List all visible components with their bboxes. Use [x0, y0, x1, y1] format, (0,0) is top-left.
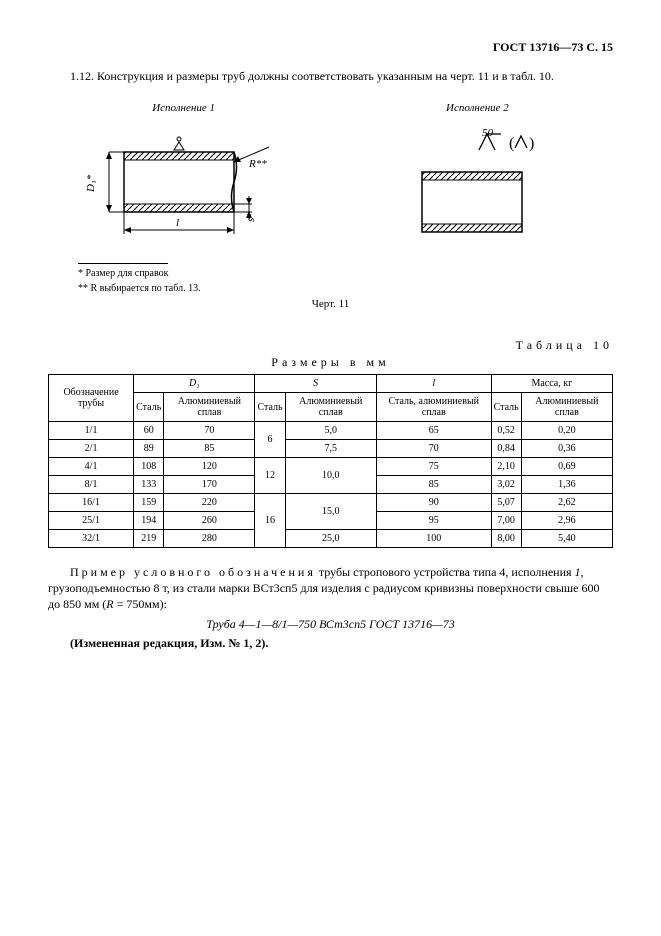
col-s: S [255, 375, 376, 393]
example-designation: Труба 4—1—8/1—750 ВСт3сп5 ГОСТ 13716—73 [48, 617, 613, 632]
figure-1-label: Исполнение 1 [152, 102, 215, 114]
finish-paren-close: ) [529, 135, 534, 152]
col-l: l [376, 375, 491, 393]
dim-d1-label: D₁* [85, 174, 97, 193]
table-row: 32/1219280 25,01008,005,40 [49, 530, 613, 548]
figure-1: Исполнение 1 R* [48, 102, 319, 257]
example-lead: Пример условного обозначения [70, 565, 316, 579]
amendment-note: (Измененная редакция, Изм. № 1, 2). [48, 636, 613, 651]
dim-r-label: R** [248, 158, 267, 170]
table-row: 2/18985 7,5700,840,36 [49, 440, 613, 458]
figure-caption: Черт. 11 [48, 298, 613, 310]
footnote-2: ** R выбирается по табл. 13. [78, 283, 613, 294]
finish-value: 50 [482, 127, 494, 139]
col-d1-steel: Сталь [134, 393, 164, 422]
dim-l-label: l [176, 217, 179, 229]
intro-paragraph: 1.12. Конструкция и размеры труб должны … [48, 69, 613, 84]
col-code: Обозначение трубы [49, 375, 134, 422]
example-paragraph: Пример условного обозначения трубы строп… [48, 564, 613, 613]
finish-paren: ( [509, 135, 514, 152]
footnote-separator [78, 263, 168, 264]
table-row: 16/1159220 1615,0905,072,62 [49, 494, 613, 512]
table-number: Таблица 10 [48, 338, 613, 353]
col-d1-al: Алюминиевый сплав [164, 393, 255, 422]
dimensions-table: Обозначение трубы D₁ S l Масса, кг Сталь… [48, 374, 613, 548]
col-s-steel: Сталь [255, 393, 285, 422]
figure-2-label: Исполнение 2 [446, 102, 509, 114]
figure-2: Исполнение 2 50 ( ) [342, 102, 613, 257]
col-l-both: Сталь, алюминиевый сплав [376, 393, 491, 422]
figure-1-svg: R** D₁* l [84, 122, 284, 257]
page-header: ГОСТ 13716—73 С. 15 [48, 40, 613, 55]
footnote-1: * Размер для справок [78, 268, 613, 279]
table-row: 4/1108120 1210,0752,100,69 [49, 458, 613, 476]
col-mass-steel: Сталь [491, 393, 521, 422]
figures-row: Исполнение 1 R* [48, 102, 613, 257]
page: ГОСТ 13716—73 С. 15 1.12. Конструкция и … [0, 0, 661, 936]
col-mass-al: Алюминиевый сплав [521, 393, 612, 422]
col-s-al: Алюминиевый сплав [285, 393, 376, 422]
table-caption: Размеры в мм [48, 355, 613, 370]
col-d1: D₁ [134, 375, 255, 393]
figure-2-svg: 50 ( ) [397, 122, 557, 257]
dim-s-label: s* [245, 212, 257, 222]
col-mass: Масса, кг [491, 375, 612, 393]
table-row: 1/16070 65,0650,520,20 [49, 422, 613, 440]
